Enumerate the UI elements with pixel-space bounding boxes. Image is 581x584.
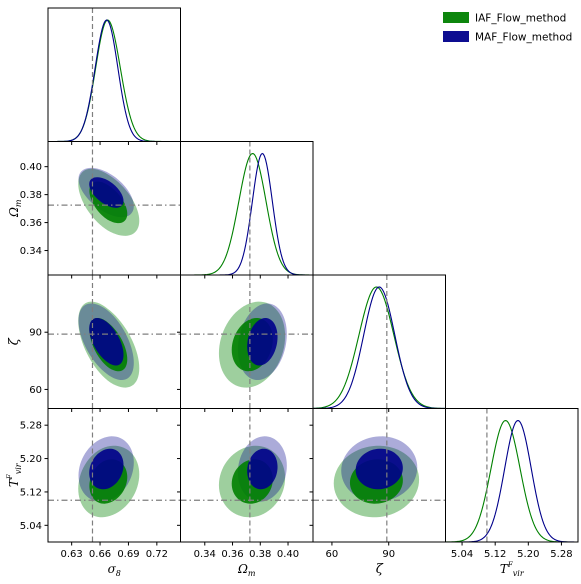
axis-label-omega_m: Ωm bbox=[237, 562, 256, 578]
axis-label-tvir: TFvir bbox=[500, 561, 525, 578]
y-tick-label: 0.40 bbox=[20, 162, 42, 173]
panel-tvir-vs-sigma8 bbox=[48, 408, 181, 542]
y-tick-label: 0.38 bbox=[20, 190, 42, 201]
y-tick-label: 0.34 bbox=[20, 246, 42, 257]
y-tick-label: 5.12 bbox=[20, 487, 42, 498]
y-tick-label: 5.20 bbox=[20, 454, 42, 465]
panel-tvir-vs-omega_m bbox=[180, 408, 313, 542]
y-tick-label: 5.28 bbox=[20, 421, 42, 432]
legend-swatch bbox=[443, 12, 469, 23]
marginal-IAF_Flow_method-omega_m bbox=[180, 152, 313, 275]
svg-text:TFvir: TFvir bbox=[500, 561, 525, 578]
panel-sigma8-vs-sigma8 bbox=[48, 8, 181, 142]
panel-omega_m-vs-sigma8 bbox=[48, 141, 181, 275]
contour-68-MAF_Flow_method bbox=[247, 317, 278, 366]
panel-tvir-vs-tvir bbox=[445, 408, 578, 542]
x-tick-label: 0.40 bbox=[277, 549, 299, 560]
svg-text:ζ: ζ bbox=[7, 337, 22, 345]
panel-zeta-vs-zeta bbox=[313, 275, 446, 409]
x-tick-label: 0.63 bbox=[61, 549, 83, 560]
svg-text:σ8: σ8 bbox=[108, 562, 121, 578]
legend: IAF_Flow_method MAF_Flow_method bbox=[443, 12, 572, 44]
panel-frame bbox=[312, 274, 446, 409]
legend-swatch bbox=[443, 31, 469, 42]
panel-omega_m-vs-omega_m bbox=[180, 141, 313, 275]
axis-label-tvir: TFvir bbox=[6, 462, 23, 487]
x-tick-label: 60 bbox=[326, 549, 339, 560]
panel-zeta-vs-omega_m bbox=[180, 275, 313, 409]
axis-label-omega_m: Ωm bbox=[7, 199, 23, 218]
x-tick-label: 5.28 bbox=[550, 549, 572, 560]
contour-68-MAF_Flow_method bbox=[89, 317, 124, 366]
axis-label-sigma8: σ8 bbox=[108, 562, 121, 578]
x-tick-label: 0.34 bbox=[194, 549, 216, 560]
marginal-IAF_Flow_method-tvir bbox=[445, 419, 578, 542]
marginal-MAF_Flow_method-tvir bbox=[445, 419, 578, 542]
svg-text:ζ: ζ bbox=[376, 562, 384, 577]
svg-text:Ωm: Ωm bbox=[7, 199, 23, 218]
contour-68-MAF_Flow_method bbox=[89, 177, 124, 208]
y-tick-label: 90 bbox=[29, 328, 42, 339]
panel-frame bbox=[180, 141, 314, 276]
axis-label-zeta: ζ bbox=[7, 337, 22, 345]
svg-text:TFvir: TFvir bbox=[6, 462, 23, 487]
x-tick-label: 0.66 bbox=[89, 549, 111, 560]
panel-frame bbox=[445, 408, 579, 543]
marginal-IAF_Flow_method-sigma8 bbox=[48, 19, 181, 142]
svg-text:Ωm: Ωm bbox=[237, 562, 256, 578]
x-tick-label: 90 bbox=[382, 549, 395, 560]
contour-68-MAF_Flow_method bbox=[247, 448, 278, 490]
marginal-IAF_Flow_method-zeta bbox=[313, 286, 446, 409]
x-tick-label: 0.38 bbox=[249, 549, 271, 560]
legend-label: MAF_Flow_method bbox=[475, 32, 572, 44]
y-tick-label: 5.04 bbox=[20, 521, 42, 532]
marginal-MAF_Flow_method-zeta bbox=[313, 286, 446, 409]
y-tick-label: 60 bbox=[29, 385, 42, 396]
y-tick-label: 0.36 bbox=[20, 218, 42, 229]
contour-68-MAF_Flow_method bbox=[89, 448, 124, 490]
marginal-MAF_Flow_method-sigma8 bbox=[48, 19, 181, 142]
contour-68-MAF_Flow_method bbox=[355, 448, 403, 490]
x-tick-label: 0.36 bbox=[221, 549, 243, 560]
x-tick-label: 5.04 bbox=[451, 549, 473, 560]
x-tick-label: 5.20 bbox=[517, 549, 539, 560]
axis-label-zeta: ζ bbox=[376, 562, 384, 577]
panel-frame bbox=[47, 7, 181, 142]
marginal-MAF_Flow_method-omega_m bbox=[180, 152, 313, 275]
panel-tvir-vs-zeta bbox=[313, 408, 446, 542]
x-tick-label: 0.69 bbox=[117, 549, 139, 560]
x-tick-label: 0.72 bbox=[146, 549, 168, 560]
x-tick-label: 5.12 bbox=[484, 549, 506, 560]
legend-label: IAF_Flow_method bbox=[475, 13, 566, 25]
panel-zeta-vs-sigma8 bbox=[48, 275, 181, 409]
